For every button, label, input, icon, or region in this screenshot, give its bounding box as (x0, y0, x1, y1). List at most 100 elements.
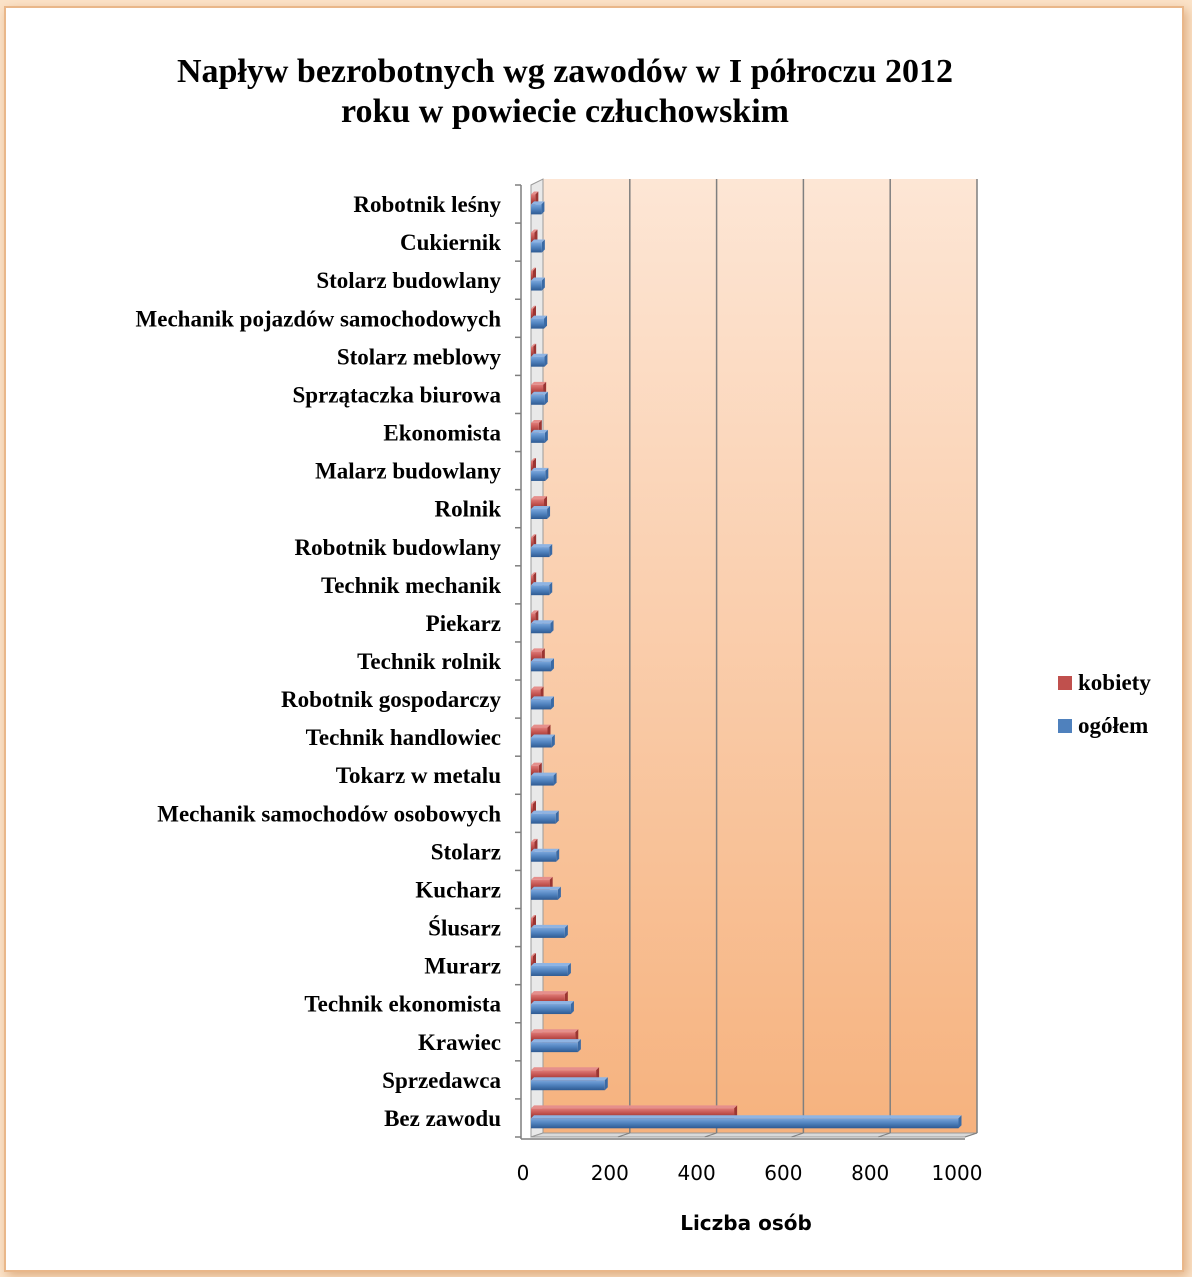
category-label: Stolarz meblowy (337, 344, 502, 369)
x-tick-label: 200 (591, 1161, 629, 1185)
bar-ogolem-12-end (550, 658, 554, 672)
bar-kobiety-9-end (538, 762, 542, 776)
bar-kobiety-6-top (531, 876, 553, 880)
legend-swatch-ogolem (1058, 719, 1072, 733)
bar-kobiety-21 (531, 308, 533, 319)
bar-ogolem-18 (531, 432, 545, 443)
bar-ogolem-21-end (544, 315, 548, 329)
category-label: Malarz budowlany (315, 459, 501, 484)
x-axis-ticks: 0 200 400 600 800 1000 (517, 1161, 983, 1185)
bar-kobiety-11 (531, 689, 541, 700)
bar-kobiety-23-top (531, 229, 538, 233)
bar-ogolem-15-end (549, 544, 553, 558)
bar-kobiety-0 (531, 1108, 735, 1119)
bar-kobiety-9 (531, 765, 539, 776)
bar-kobiety-15-end (533, 534, 537, 548)
category-label: Robotnik leśny (353, 192, 501, 217)
bar-kobiety-10-end (547, 724, 551, 738)
bar-ogolem-23-end (541, 239, 545, 253)
bar-kobiety-17-end (533, 458, 536, 472)
bar-kobiety-21-end (533, 305, 536, 319)
bar-kobiety-0-end (734, 1105, 738, 1119)
bar-kobiety-23 (531, 232, 535, 243)
plot-floor (530, 1132, 978, 1138)
bar-kobiety-22-end (533, 267, 536, 281)
gridline-floor-600 (791, 1132, 804, 1138)
x-tick-label: 800 (851, 1161, 889, 1185)
bar-ogolem-11-end (550, 696, 554, 710)
bar-ogolem-2-end (577, 1039, 581, 1053)
bar-ogolem-22-end (541, 277, 545, 291)
bar-ogolem-17-end (545, 467, 549, 481)
bar-kobiety-12-end (541, 648, 545, 662)
bar-ogolem-3 (531, 1004, 571, 1015)
category-label: Sprzątaczka biurowa (293, 382, 502, 407)
plot-area (515, 178, 978, 1140)
bar-ogolem-10-end (551, 734, 555, 748)
bar-kobiety-16-end (544, 496, 548, 510)
bar-kobiety-7-end (534, 838, 538, 852)
category-label: Stolarz budowlany (316, 268, 501, 293)
bar-ogolem-23-top (531, 239, 545, 243)
bar-kobiety-24-top (531, 191, 539, 195)
bar-kobiety-20-end (533, 343, 537, 357)
bar-ogolem-8-top (531, 810, 559, 814)
bar-kobiety-4 (531, 956, 533, 967)
bar-ogolem-20-top (531, 353, 548, 357)
x-tick-label: 600 (764, 1161, 802, 1185)
bar-kobiety-1 (531, 1070, 597, 1081)
bar-kobiety-4-top (531, 953, 536, 957)
bar-kobiety-1-end (596, 1067, 600, 1081)
category-label: Technik rolnik (357, 649, 501, 674)
bar-ogolem-19-top (531, 391, 548, 395)
bar-ogolem-18-top (531, 429, 548, 433)
bar-kobiety-21-top (531, 305, 536, 309)
bar-ogolem-3-top (531, 1001, 574, 1005)
bar-ogolem-8 (531, 813, 556, 824)
bar-ogolem-6 (531, 889, 558, 900)
bar-ogolem-6-end (557, 886, 561, 900)
chart-title-line1: Napływ bezrobotnych wg zawodów w I półro… (177, 53, 953, 90)
bar-kobiety-15-top (531, 534, 537, 538)
x-tick-label: 0 (517, 1161, 530, 1185)
bar-ogolem-21 (531, 318, 545, 329)
bar-ogolem-2-top (531, 1039, 581, 1043)
bar-ogolem-13-end (550, 620, 554, 634)
bar-kobiety-13-top (531, 610, 539, 614)
category-label: Ślusarz (428, 915, 501, 941)
bar-ogolem-23 (531, 242, 542, 253)
bar-kobiety-8-end (533, 800, 536, 814)
bar-kobiety-14-top (531, 572, 537, 576)
bar-ogolem-20 (531, 356, 545, 367)
bar-kobiety-16-top (531, 496, 548, 500)
bar-kobiety-22 (531, 270, 533, 281)
category-label: Tokarz w metalu (336, 763, 501, 788)
bar-ogolem-4 (531, 965, 568, 976)
bar-ogolem-14-top (531, 582, 553, 586)
bar-ogolem-6-top (531, 886, 561, 890)
bar-ogolem-0 (531, 1118, 959, 1129)
category-label: Ekonomista (383, 421, 501, 446)
bar-kobiety-17 (531, 461, 533, 472)
gridline-floor-200 (617, 1132, 630, 1138)
bar-ogolem-24 (531, 204, 542, 215)
category-label: Mechanik samochodów osobowych (157, 801, 501, 826)
bar-kobiety-12-top (531, 648, 545, 652)
bar-ogolem-2 (531, 1042, 578, 1053)
legend-label-kobiety: kobiety (1078, 670, 1151, 695)
bar-ogolem-7-end (556, 848, 560, 862)
bar-ogolem-1 (531, 1080, 605, 1091)
bar-kobiety-14-end (533, 572, 537, 586)
bar-ogolem-7 (531, 851, 557, 862)
bar-kobiety-16 (531, 499, 545, 510)
bar-ogolem-22-top (531, 277, 545, 281)
bar-kobiety-15 (531, 537, 534, 548)
bar-ogolem-10 (531, 737, 552, 748)
bar-ogolem-11-top (531, 696, 554, 700)
category-label: Kucharz (415, 877, 501, 902)
bar-kobiety-2 (531, 1032, 576, 1043)
bar-kobiety-22-top (531, 267, 536, 271)
bar-ogolem-5 (531, 927, 565, 938)
bar-ogolem-11 (531, 699, 551, 710)
